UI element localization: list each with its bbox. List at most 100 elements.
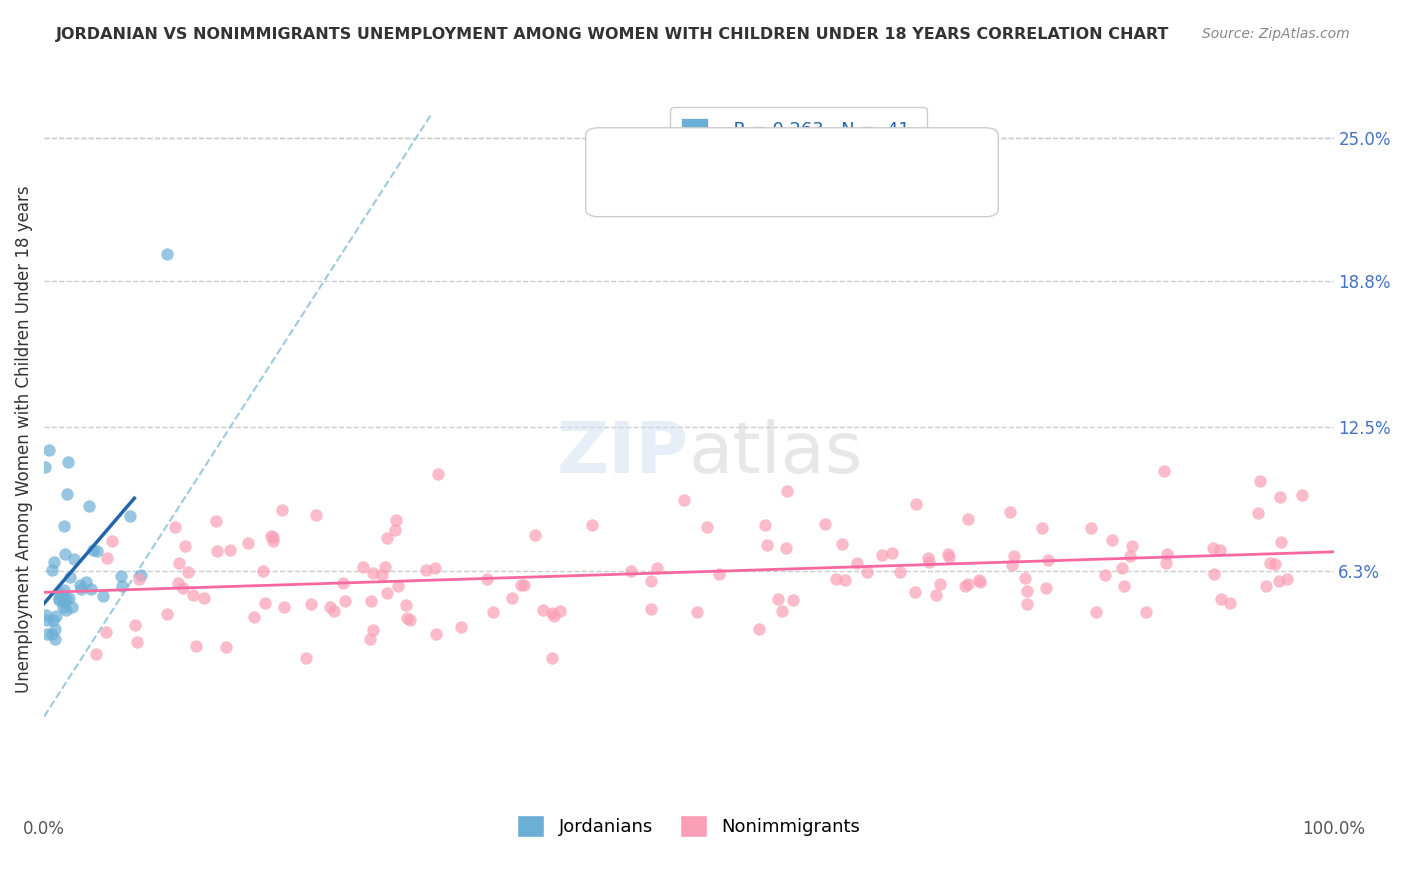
Point (48, 591, 70, 606)
Point (645, 561, 668, 575)
Point (640, 601, 662, 615)
Point (1084, 605, 1107, 619)
Point (782, 593, 804, 607)
Point (427, 467, 450, 481)
Point (371, 567, 394, 582)
Point (384, 523, 406, 537)
Point (1267, 574, 1289, 588)
Point (299, 597, 322, 611)
Point (1111, 561, 1133, 575)
Point (1035, 581, 1057, 595)
Point (696, 519, 718, 533)
Point (1268, 490, 1291, 504)
Text: JORDANIAN VS NONIMMIGRANTS UNEMPLOYMENT AMONG WOMEN WITH CHILDREN UNDER 18 YEARS: JORDANIAN VS NONIMMIGRANTS UNEMPLOYMENT … (56, 27, 1170, 42)
Point (880, 546, 903, 560)
Point (955, 579, 977, 593)
Point (59, 570, 82, 584)
Point (928, 577, 950, 591)
Point (242, 610, 264, 624)
Point (936, 547, 959, 561)
Point (475, 572, 498, 586)
Point (1014, 571, 1036, 585)
Point (35, 627, 58, 641)
Point (35, 607, 58, 622)
Point (686, 605, 709, 619)
Point (1291, 488, 1313, 502)
Point (396, 611, 419, 625)
Point (1264, 557, 1286, 571)
Point (1135, 605, 1157, 619)
Point (318, 599, 340, 614)
Point (385, 513, 408, 527)
Point (183, 588, 205, 602)
Point (1094, 567, 1116, 582)
Point (352, 559, 374, 574)
Point (295, 651, 318, 665)
Text: Source: ZipAtlas.com: Source: ZipAtlas.com (1202, 27, 1350, 41)
Point (766, 591, 789, 606)
Point (86, 544, 108, 558)
Point (531, 603, 554, 617)
Point (127, 634, 149, 648)
Point (482, 605, 505, 619)
Point (523, 528, 546, 542)
Point (814, 516, 837, 531)
Point (48, 586, 70, 600)
Point (165, 520, 187, 534)
Point (831, 536, 853, 550)
Point (748, 622, 770, 636)
Point (167, 557, 190, 571)
Point (394, 598, 416, 612)
Point (1114, 578, 1136, 592)
Point (398, 613, 420, 627)
Point (1202, 541, 1225, 555)
Point (156, 607, 179, 621)
Point (110, 579, 132, 593)
Point (1270, 535, 1292, 549)
Point (1209, 542, 1232, 557)
Point (540, 651, 562, 665)
Point (1001, 558, 1024, 573)
Point (375, 531, 398, 545)
Point (1015, 584, 1038, 599)
Point (1156, 547, 1178, 561)
Point (957, 577, 980, 591)
Point (1256, 579, 1278, 593)
Point (69, 582, 91, 596)
Point (101, 534, 124, 549)
Point (1153, 464, 1175, 478)
Point (53, 547, 76, 561)
Point (1119, 549, 1142, 564)
Point (581, 518, 603, 533)
Point (55, 487, 77, 501)
Point (52, 600, 75, 615)
Point (918, 555, 941, 569)
Legend: Jordanians, Nonimmigrants: Jordanians, Nonimmigrants (510, 808, 868, 845)
Point (177, 565, 200, 579)
Point (1002, 549, 1025, 563)
Point (167, 575, 190, 590)
Point (375, 586, 398, 600)
Point (361, 566, 384, 580)
Point (834, 573, 856, 587)
Point (423, 561, 446, 575)
Text: atlas: atlas (689, 419, 863, 488)
Point (156, 246, 179, 260)
Point (44, 632, 66, 647)
Point (374, 560, 396, 574)
Point (55, 603, 77, 617)
Point (77, 499, 100, 513)
Point (415, 563, 437, 577)
Point (1017, 597, 1039, 611)
Point (969, 575, 991, 590)
Point (91, 590, 114, 604)
Point (69, 577, 91, 591)
Point (184, 639, 207, 653)
Point (53, 519, 76, 533)
Point (215, 640, 238, 655)
Point (709, 566, 731, 581)
Point (967, 574, 990, 588)
Point (80, 582, 103, 596)
Point (332, 576, 354, 591)
Point (96, 551, 118, 566)
